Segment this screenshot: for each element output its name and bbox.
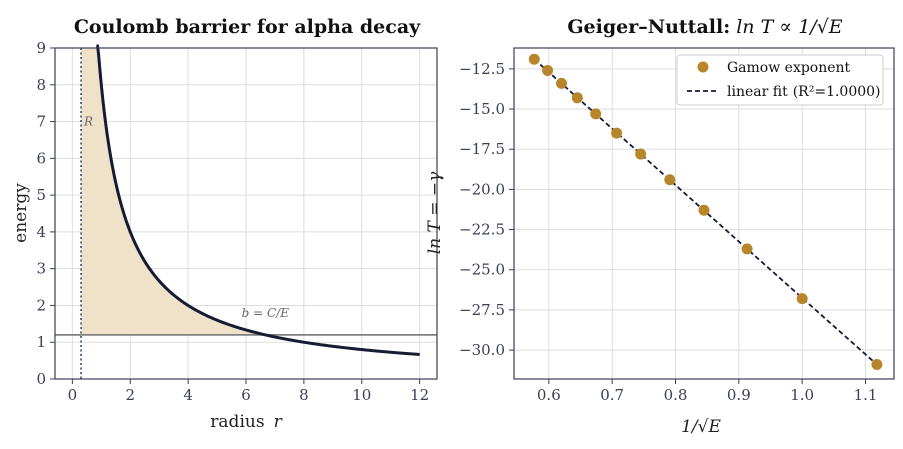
gamow-point: [871, 359, 883, 371]
y-tick-label: −25.0: [459, 261, 505, 279]
y-tick-label: 2: [36, 296, 46, 314]
linear-fit-line: [533, 58, 878, 366]
y-tick-label: −22.5: [459, 221, 505, 239]
x-tick-label: 12: [410, 386, 429, 404]
legend-marker-gamow: [697, 61, 709, 73]
coulomb-x-ticks: 0 2 4 6 8 10 12: [68, 379, 429, 404]
legend: Gamow exponent linear fit (R²=1.0000): [676, 54, 884, 106]
title-bold-part: Geiger–Nuttall:: [567, 16, 730, 38]
turning-point-label: b = C/E: [242, 306, 290, 320]
y-tick-label: −30.0: [459, 341, 505, 359]
gamow-point: [528, 53, 540, 65]
x-tick-label: 0: [68, 386, 78, 404]
geiger-nuttall-chart: Geiger–Nuttall: ln T ∝ 1/√E 0.6 0.7 0.8 0.9 1…: [425, 16, 895, 437]
geiger-y-ticks: −12.5 −15.0 −17.5 −20.0 −22.5 −25.0 −27.5 −30.0: [459, 60, 514, 359]
x-tick-label: 6: [241, 386, 251, 404]
x-tick-label: 0.9: [727, 386, 751, 404]
coulomb-y-axis-label: energy: [11, 183, 31, 243]
y-tick-label: 3: [36, 260, 46, 278]
y-tick-label: −12.5: [459, 60, 505, 78]
legend-label-fit-r2: (R²=1.0000): [793, 84, 881, 100]
nuclear-radius-label: R: [83, 115, 93, 129]
x-tick-label: 1.1: [854, 386, 878, 404]
y-tick-label: −27.5: [459, 301, 505, 319]
y-tick-label: −20.0: [459, 180, 505, 198]
legend-label-fit: linear fit (R²=1.0000): [727, 84, 881, 100]
gamow-point: [590, 108, 602, 120]
y-tick-label: −15.0: [459, 100, 505, 118]
gamow-point: [741, 243, 753, 255]
title-math-part: ln T ∝ 1/√E: [736, 16, 843, 38]
coulomb-curve: [96, 44, 420, 356]
gamow-point: [556, 77, 567, 89]
geiger-x-axis-label: 1/√E: [681, 417, 721, 437]
barrier-region: [81, 48, 266, 335]
gamow-point: [611, 127, 623, 139]
gamow-point: [664, 174, 676, 186]
x-tick-label: 10: [352, 386, 371, 404]
gamow-point: [796, 293, 808, 305]
y-tick-label: 7: [36, 113, 46, 131]
gamow-point: [635, 148, 647, 160]
coulomb-y-ticks: 0 1 2 3 4 5 6 7 8 9: [36, 39, 55, 388]
x-tick-label: 1.0: [790, 386, 814, 404]
gamow-point: [571, 92, 583, 104]
coulomb-x-axis-label: radius r: [210, 412, 282, 432]
coulomb-chart-title: Coulomb barrier for alpha decay: [74, 16, 421, 38]
coulomb-chart: Coulomb barrier for alpha decay R b = C/…: [11, 16, 438, 432]
y-tick-label: −17.5: [459, 140, 505, 158]
y-tick-label: 9: [36, 39, 46, 57]
gamow-points: [528, 53, 883, 371]
x-tick-label: 8: [299, 386, 309, 404]
legend-label-gamow: Gamow exponent: [727, 60, 851, 76]
x-axis-label-text: radius: [210, 412, 264, 432]
y-tick-label: 0: [36, 370, 46, 388]
geiger-nuttall-chart-title: Geiger–Nuttall: ln T ∝ 1/√E: [567, 16, 842, 38]
gamow-point: [698, 204, 710, 216]
x-tick-label: 4: [183, 386, 193, 404]
y-tick-label: 4: [36, 223, 46, 241]
y-tick-label: 8: [36, 76, 46, 94]
geiger-y-axis-label: ln T = −γ: [425, 171, 445, 254]
x-tick-label: 0.8: [664, 386, 688, 404]
y-tick-label: 1: [36, 333, 46, 351]
geiger-plot-frame: [513, 47, 895, 380]
x-tick-label: 0.7: [600, 386, 624, 404]
gamow-point: [542, 64, 554, 76]
x-tick-label: 2: [125, 386, 135, 404]
x-tick-label: 0.6: [537, 386, 561, 404]
legend-label-fit-name: linear fit: [727, 84, 788, 100]
x-axis-label-symbol: r: [274, 412, 283, 432]
legend-box: [676, 54, 884, 106]
y-tick-label: 6: [36, 149, 46, 167]
geiger-x-ticks: 0.6 0.7 0.8 0.9 1.0 1.1: [537, 379, 878, 404]
y-tick-label: 5: [36, 186, 46, 204]
